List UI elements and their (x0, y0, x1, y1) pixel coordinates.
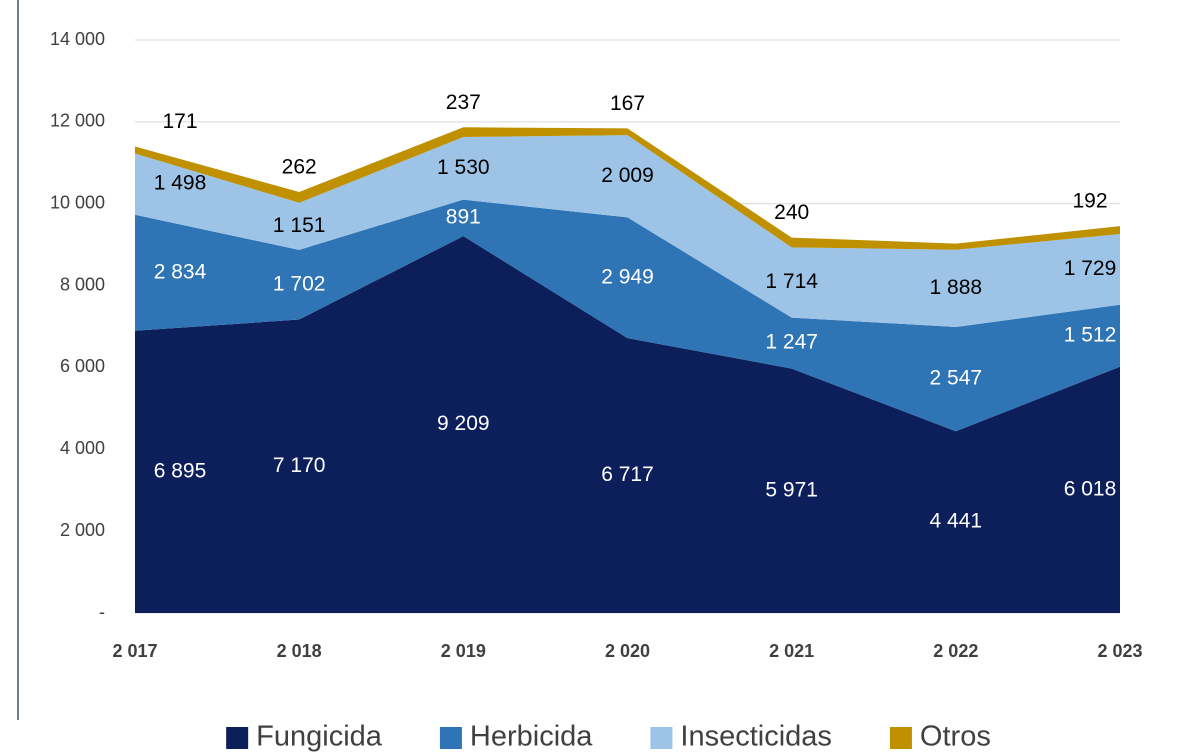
data-label: 1 498 (154, 172, 207, 195)
data-label: 1 512 (1064, 323, 1117, 346)
data-label: 4 441 (930, 510, 983, 533)
y-tick-label: 8 000 (60, 274, 105, 294)
area (135, 199, 1120, 432)
legend-swatch (889, 727, 912, 749)
data-label: 192 (1072, 190, 1107, 213)
data-label: 1 247 (765, 331, 818, 354)
x-tick-label: 2 019 (441, 641, 486, 661)
data-label: 6 018 (1064, 477, 1117, 500)
x-tick-label: 2 020 (605, 641, 650, 661)
legend-item: Herbicida (439, 721, 593, 753)
legend-swatch (226, 727, 249, 749)
data-label: 9 209 (437, 412, 490, 435)
x-tick-label: 2 022 (933, 641, 978, 661)
data-label: 240 (774, 201, 809, 224)
data-label: 1 729 (1064, 257, 1117, 280)
y-tick-label: 14 000 (50, 29, 105, 49)
data-label: 1 888 (930, 276, 983, 299)
x-tick-label: 2 018 (277, 641, 322, 661)
data-label: 5 971 (765, 478, 818, 501)
data-label: 6 895 (154, 459, 207, 482)
legend-label: Insecticidas (680, 721, 832, 753)
y-tick-label: - (99, 602, 105, 622)
x-tick-label: 2 017 (112, 641, 157, 661)
data-label: 2 009 (601, 164, 654, 187)
y-tick-label: 2 000 (60, 520, 105, 540)
data-label: 1 151 (273, 214, 326, 237)
x-tick-label: 2 021 (769, 641, 814, 661)
data-label: 1 530 (437, 156, 490, 179)
data-label: 891 (446, 205, 481, 228)
x-tick-label: 2 023 (1097, 641, 1142, 661)
legend-item: Insecticidas (650, 721, 832, 753)
y-tick-label: 12 000 (50, 111, 105, 131)
legend-label: Fungicida (256, 721, 383, 753)
data-label: 167 (610, 92, 645, 115)
data-label: 262 (282, 156, 317, 179)
data-label: 2 547 (930, 367, 983, 390)
area (135, 127, 1120, 250)
data-label: 2 949 (601, 265, 654, 288)
legend-swatch (439, 727, 462, 749)
data-label: 2 834 (154, 260, 207, 283)
data-label: 7 170 (273, 454, 326, 477)
area (135, 236, 1120, 613)
data-label: 237 (446, 91, 481, 114)
legend-swatch (650, 727, 673, 749)
data-label: 171 (162, 110, 197, 133)
y-tick-label: 10 000 (50, 192, 105, 212)
data-label: 6 717 (601, 463, 654, 486)
legend-label: Otros (920, 721, 991, 753)
data-label: 1 702 (273, 272, 326, 295)
data-label: 1 714 (765, 270, 818, 293)
legend-item: Fungicida (226, 721, 383, 753)
legend-label: Herbicida (470, 721, 593, 753)
area (135, 135, 1120, 327)
legend-item: Otros (889, 721, 991, 753)
y-tick-label: 4 000 (60, 438, 105, 458)
y-tick-label: 6 000 (60, 356, 105, 376)
